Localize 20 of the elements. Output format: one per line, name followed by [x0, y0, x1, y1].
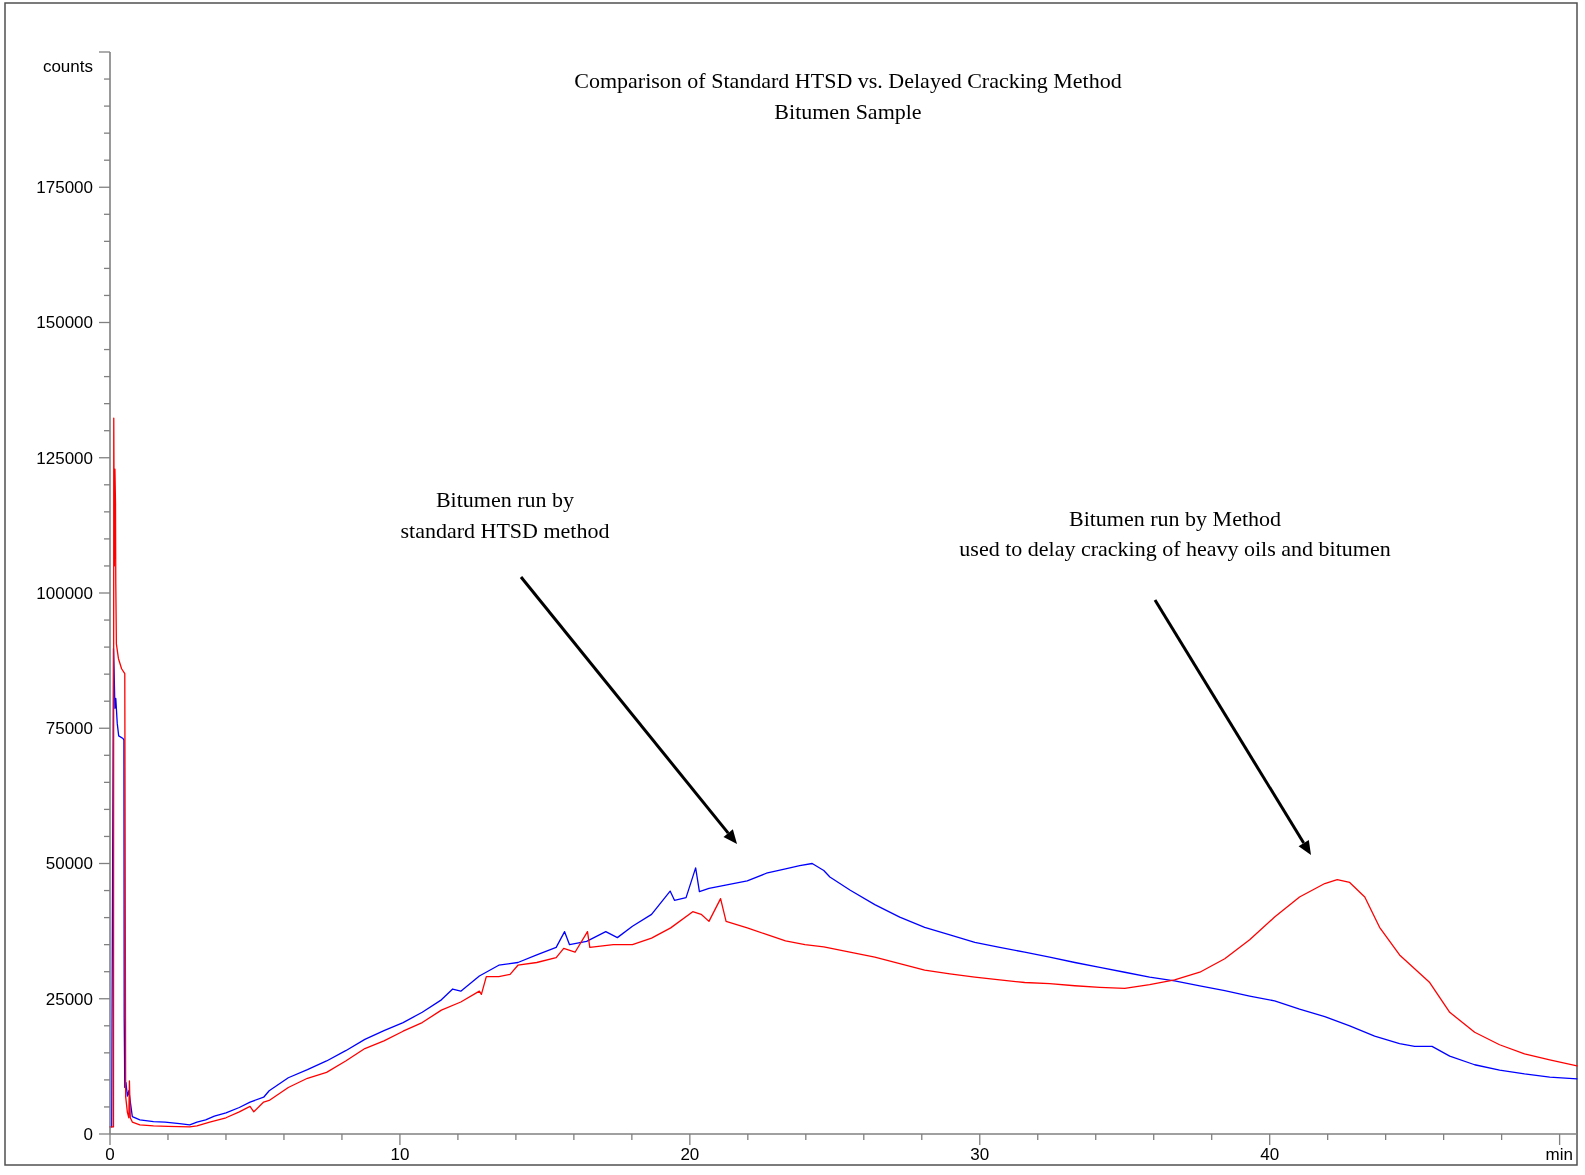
- x-tick-label: 30: [970, 1145, 990, 1164]
- y-tick-label: 50000: [45, 854, 93, 874]
- y-tick-label: 100000: [36, 583, 93, 603]
- y-tick-label: 25000: [45, 989, 93, 1009]
- y-axis-title: counts: [42, 57, 93, 76]
- annotation: Bitumen run by Method used to delay cracking of heavy oils and bitumen: [959, 505, 1391, 562]
- y-tick-label: 125000: [36, 448, 93, 468]
- y-tick-label: 0: [83, 1124, 93, 1144]
- text: Bitumen Sample: [774, 99, 922, 124]
- x-tick-label: 0: [105, 1145, 115, 1164]
- x-tick-label: 10: [390, 1145, 410, 1164]
- y-tick-label: 75000: [45, 719, 93, 739]
- x-tick-label: 20: [680, 1145, 700, 1164]
- x-axis-title: min: [1545, 1145, 1573, 1164]
- y-tick-label: 175000: [36, 178, 93, 198]
- x-tick-label: 40: [1260, 1145, 1280, 1164]
- text: Comparison of Standard HTSD vs. Delayed Cracking Method: [574, 68, 1122, 93]
- annotation: Bitumen run by standard HTSD method: [400, 487, 610, 543]
- y-tick-label: 150000: [36, 313, 93, 333]
- line-series: [109, 417, 1578, 1128]
